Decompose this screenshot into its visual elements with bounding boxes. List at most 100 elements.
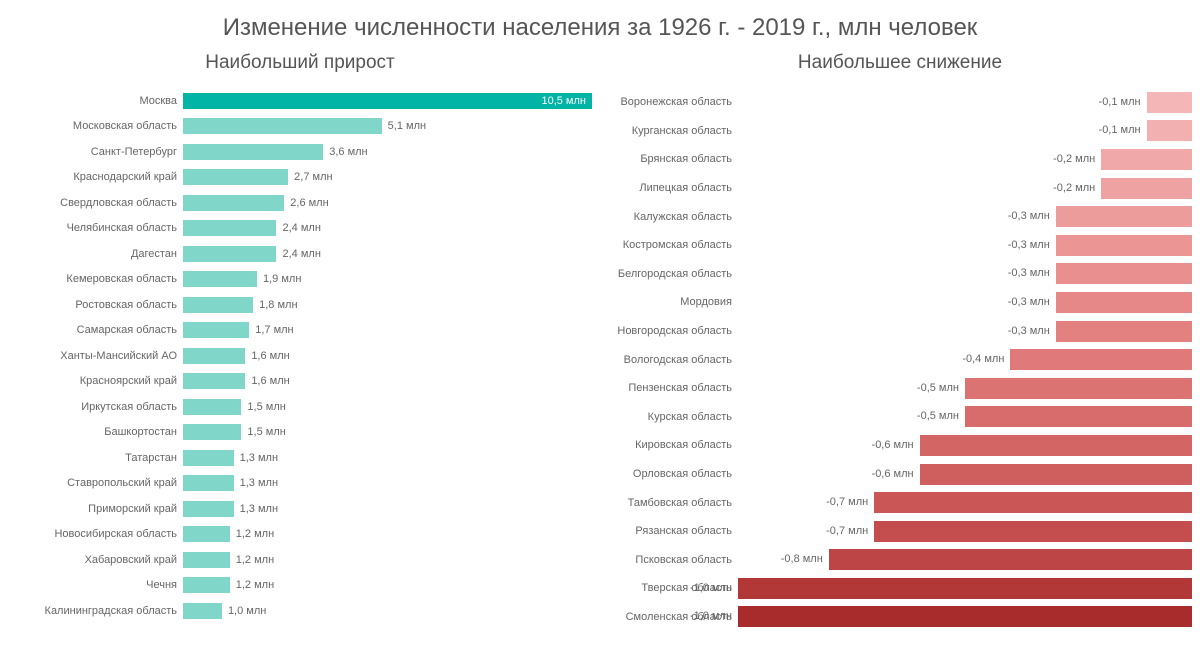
region-label: Красноярский край <box>8 375 183 387</box>
value-label: 1,9 млн <box>263 271 301 287</box>
value-label: 1,2 млн <box>236 577 274 593</box>
decline-bar <box>1147 92 1192 113</box>
decline-bar-row: Курганская область -0,1 млн <box>608 117 1192 146</box>
decline-bar-row: Брянская область-0,2 млн <box>608 145 1192 174</box>
growth-bar <box>183 603 222 619</box>
region-label: Ставропольский край <box>8 477 183 489</box>
value-label: -0,3 млн <box>1008 321 1050 342</box>
decline-bar <box>1056 235 1192 256</box>
decline-bar-row: Орловская область-0,6 млн <box>608 460 1192 489</box>
growth-bar-row: Новосибирская область1,2 млн <box>8 522 592 548</box>
value-label: 1,7 млн <box>255 322 293 338</box>
value-label: -0,7 млн <box>826 521 868 542</box>
main-title: Изменение численности населения за 1926 … <box>0 0 1200 48</box>
bar-area: 1,2 млн <box>183 526 592 542</box>
bar-area: 1,2 млн <box>183 552 592 568</box>
region-label: Кировская область <box>608 439 738 451</box>
decline-bar <box>1147 120 1192 141</box>
value-label: -0,3 млн <box>1008 292 1050 313</box>
value-label: 5,1 млн <box>388 118 426 134</box>
value-label: 3,6 млн <box>329 144 367 160</box>
decline-bar-row: Тамбовская область-0,7 млн <box>608 488 1192 517</box>
growth-bar <box>183 577 230 593</box>
bar-area: 1,5 млн <box>183 399 592 415</box>
growth-bar <box>183 399 241 415</box>
growth-bar <box>183 373 245 389</box>
decline-bar <box>829 549 1192 570</box>
value-label: -0,5 млн <box>917 378 959 399</box>
value-label: 2,4 млн <box>282 220 320 236</box>
region-label: Брянская область <box>608 153 738 165</box>
bar-area: 10,5 млн <box>183 93 592 109</box>
bar-area: 1,6 млн <box>183 373 592 389</box>
bar-area: 1,7 млн <box>183 322 592 338</box>
region-label: Орловская область <box>608 468 738 480</box>
region-label: Пензенская область <box>608 382 738 394</box>
growth-bar <box>183 144 323 160</box>
bar-area: -0,3 млн <box>738 292 1192 313</box>
region-label: Краснодарский край <box>8 171 183 183</box>
region-label: Самарская область <box>8 324 183 336</box>
decline-bar <box>1101 149 1192 170</box>
growth-bar-row: Москва10,5 млн <box>8 88 592 114</box>
value-label: 1,8 млн <box>259 297 297 313</box>
growth-bar <box>183 501 234 517</box>
bar-area: -0,7 млн <box>738 492 1192 513</box>
decline-bar <box>874 521 1192 542</box>
region-label: Новосибирская область <box>8 528 183 540</box>
growth-bar-row: Самарская область 1,7 млн <box>8 318 592 344</box>
bar-area: -0,1 млн <box>738 120 1192 141</box>
value-label: -0,1 млн <box>1099 120 1141 141</box>
decline-bar <box>920 464 1192 485</box>
growth-bar-row: Дагестан2,4 млн <box>8 241 592 267</box>
bar-area: 5,1 млн <box>183 118 592 134</box>
region-label: Санкт-Петербург <box>8 146 183 158</box>
decline-bar <box>1056 206 1192 227</box>
region-label: Приморский край <box>8 503 183 515</box>
bar-area: -0,5 млн <box>738 406 1192 427</box>
decline-bar <box>1056 263 1192 284</box>
value-label: -0,3 млн <box>1008 263 1050 284</box>
region-label: Ханты-Мансийский АО <box>8 350 183 362</box>
bar-area: 1,2 млн <box>183 577 592 593</box>
decline-bar <box>1010 349 1192 370</box>
region-label: Вологодская область <box>608 354 738 366</box>
growth-bars-container: Москва10,5 млнМосковская область5,1 млнС… <box>8 88 592 624</box>
bar-area: -1,0 млн <box>738 578 1192 599</box>
growth-bar: 10,5 млн <box>183 93 592 109</box>
growth-bar <box>183 475 234 491</box>
region-label: Чечня <box>8 579 183 591</box>
decline-bar-row: Псковская область-0,8 млн <box>608 546 1192 575</box>
bar-area: -0,7 млн <box>738 521 1192 542</box>
growth-bar-row: Приморский край1,3 млн <box>8 496 592 522</box>
region-label: Курганская область <box>608 125 738 137</box>
bar-area: 1,3 млн <box>183 450 592 466</box>
bar-area: 1,3 млн <box>183 501 592 517</box>
region-label: Москва <box>8 95 183 107</box>
value-label: 1,3 млн <box>240 475 278 491</box>
decline-bar-row: Тверская область-1,0 млн <box>608 574 1192 603</box>
growth-bar-row: Башкортостан1,5 млн <box>8 420 592 446</box>
growth-bar-row: Свердловская область2,6 млн <box>8 190 592 216</box>
bar-area: -0,1 млн <box>738 92 1192 113</box>
value-label: -0,2 млн <box>1053 178 1095 199</box>
growth-bar-row: Хабаровский край1,2 млн <box>8 547 592 573</box>
growth-bar-row: Челябинская область2,4 млн <box>8 216 592 242</box>
bar-area: -1,0 млн <box>738 606 1192 627</box>
bar-area: -0,2 млн <box>738 149 1192 170</box>
decline-bar-row: Пензенская область -0,5 млн <box>608 374 1192 403</box>
value-label: -0,7 млн <box>826 492 868 513</box>
growth-bar-row: Ростовская область1,8 млн <box>8 292 592 318</box>
region-label: Новгородская область <box>608 325 738 337</box>
bar-area: -0,3 млн <box>738 206 1192 227</box>
value-label: -1,0 млн <box>690 606 732 627</box>
decline-bar-row: Мордовия-0,3 млн <box>608 288 1192 317</box>
bar-area: -0,3 млн <box>738 263 1192 284</box>
value-label: -1,0 млн <box>690 578 732 599</box>
growth-bar <box>183 169 288 185</box>
value-label: 1,6 млн <box>251 348 289 364</box>
value-label: 2,6 млн <box>290 195 328 211</box>
growth-bar <box>183 424 241 440</box>
value-label: 1,2 млн <box>236 552 274 568</box>
value-label: -0,3 млн <box>1008 235 1050 256</box>
